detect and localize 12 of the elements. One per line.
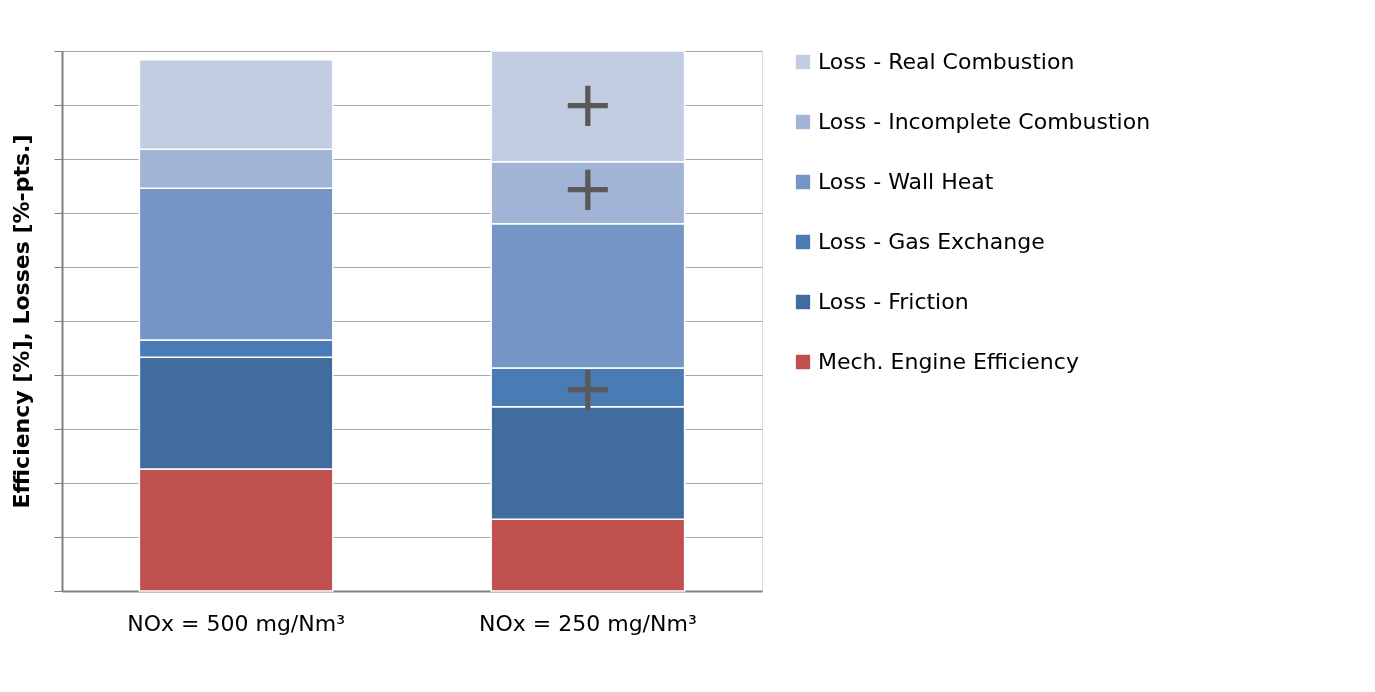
x-tick-label: NOx = 250 mg/Nm³ <box>479 610 697 636</box>
legend-label: Loss - Real Combustion <box>818 49 1075 74</box>
legend-label: Loss - Friction <box>818 289 969 314</box>
annotation: + <box>561 67 615 141</box>
annotation: + <box>561 351 615 425</box>
legend-label: Loss - Wall Heat <box>818 169 994 194</box>
legend-label: Mech. Engine Efficiency <box>818 349 1079 374</box>
legend-label: Loss - Gas Exchange <box>818 229 1045 254</box>
annotation: + <box>561 151 615 225</box>
x-tick-label: NOx = 500 mg/Nm³ <box>127 610 345 636</box>
y-axis-title: Efficiency [%], Losses [%-pts.] <box>9 134 34 509</box>
legend-label: Loss - Incomplete Combustion <box>818 109 1151 134</box>
